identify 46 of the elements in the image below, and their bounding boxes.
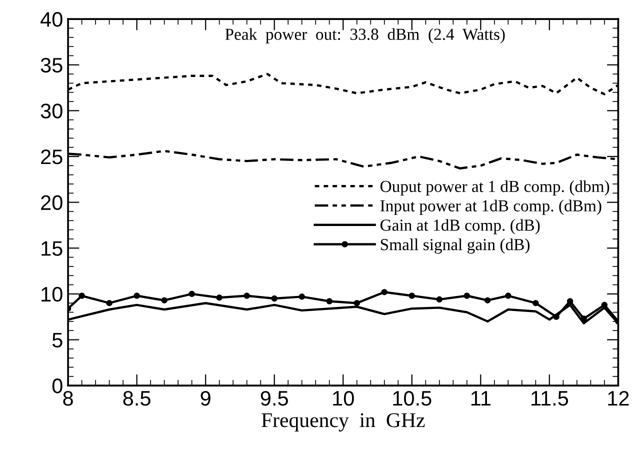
y-tick-label: 40	[40, 12, 62, 27]
point	[484, 297, 491, 304]
y-tick-label: 10	[42, 286, 62, 302]
point	[553, 314, 560, 320]
point	[436, 296, 443, 303]
x-tick-label: 9	[200, 390, 210, 406]
legend-label: Small signal gain (dB)	[380, 238, 530, 254]
legend-label: Gain at 1dB comp. (dB)	[380, 219, 540, 234]
legend-label: Input power at 1dB comp. (dBm)	[380, 200, 602, 215]
point	[271, 295, 278, 302]
point	[580, 316, 587, 322]
point	[78, 292, 85, 299]
point	[408, 292, 416, 299]
x-tick-label: 8	[63, 390, 73, 406]
point	[601, 302, 608, 308]
point	[134, 292, 140, 299]
point	[161, 297, 168, 304]
point	[354, 300, 360, 306]
y-tick-label: 5	[52, 332, 62, 348]
x-tick-label: 11	[471, 391, 490, 406]
point	[381, 288, 388, 296]
legend-label: Ouput power at 1 dB comp. (dbm)	[380, 180, 610, 196]
y-tick-label: 15	[42, 241, 62, 256]
annotation: Peak power out: 33.8 dBm (2.4 Watts)	[225, 28, 505, 44]
point	[464, 292, 470, 299]
point	[188, 290, 195, 298]
x-tick-label: 8.5	[123, 390, 150, 406]
point	[566, 298, 574, 304]
x-axis-title: Frequency in GHz	[262, 413, 425, 432]
point	[532, 300, 539, 306]
point	[298, 294, 305, 300]
point	[326, 298, 332, 304]
y-tick-label: 35	[40, 58, 62, 73]
y-tick-label: 20	[41, 195, 62, 210]
x-tick-label: 12	[608, 390, 629, 406]
y-tick-label: 25	[41, 149, 62, 164]
point	[216, 294, 222, 301]
x-tick-label: 10	[333, 390, 354, 406]
point	[244, 292, 250, 299]
x-tick-label: 11.5	[532, 391, 568, 406]
point	[106, 300, 112, 306]
x-tick-label: 9.5	[260, 390, 288, 406]
x-tick-label: 10.5	[393, 390, 432, 406]
point	[505, 292, 512, 299]
y-tick-label: 30	[40, 104, 62, 118]
y-tick-label: 0	[52, 378, 62, 394]
